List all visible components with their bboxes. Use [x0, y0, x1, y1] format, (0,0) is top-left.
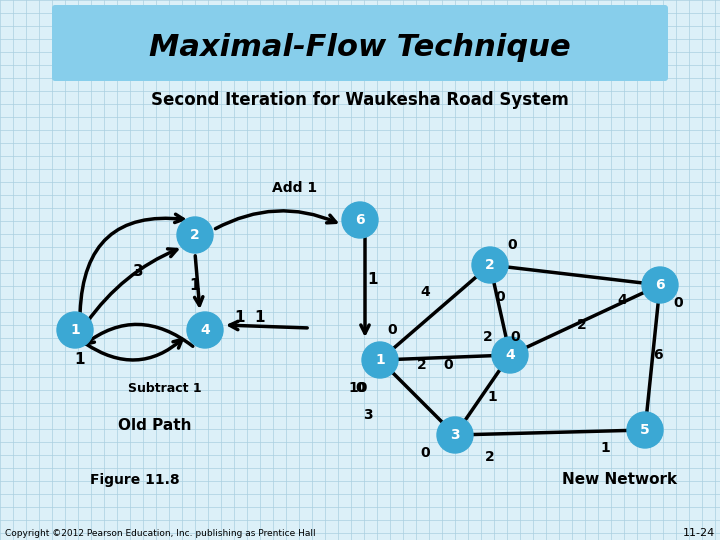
Text: 4: 4 [420, 285, 430, 299]
Text: 2: 2 [485, 258, 495, 272]
Text: 0: 0 [507, 238, 517, 252]
Text: 1: 1 [235, 310, 246, 326]
Text: Second Iteration for Waukesha Road System: Second Iteration for Waukesha Road Syste… [151, 91, 569, 109]
Text: 1: 1 [70, 323, 80, 337]
Text: 2: 2 [483, 330, 493, 344]
Text: 6: 6 [653, 348, 663, 362]
Text: 2: 2 [485, 450, 495, 464]
Text: Old Path: Old Path [118, 417, 192, 433]
Circle shape [492, 337, 528, 373]
Text: 0: 0 [444, 358, 453, 372]
Text: 11-24: 11-24 [683, 528, 715, 538]
Text: 1: 1 [190, 278, 200, 293]
Text: 0: 0 [420, 446, 430, 460]
Circle shape [342, 202, 378, 238]
Text: New Network: New Network [562, 472, 678, 488]
Text: 1: 1 [375, 353, 385, 367]
Text: 1: 1 [487, 390, 497, 404]
Text: 0: 0 [495, 290, 505, 304]
Text: 0: 0 [673, 296, 683, 310]
Circle shape [627, 412, 663, 448]
Text: 2: 2 [577, 318, 587, 332]
Text: 10: 10 [348, 381, 368, 395]
Text: 0: 0 [387, 323, 397, 337]
Text: 1: 1 [600, 441, 610, 455]
Text: 6: 6 [655, 278, 665, 292]
Text: 2: 2 [190, 228, 200, 242]
Text: 6: 6 [355, 213, 365, 227]
Circle shape [437, 417, 473, 453]
Circle shape [642, 267, 678, 303]
Text: Copyright ©2012 Pearson Education, Inc. publishing as Prentice Hall: Copyright ©2012 Pearson Education, Inc. … [5, 529, 315, 537]
Circle shape [362, 342, 398, 378]
Text: Add 1: Add 1 [272, 181, 318, 195]
Circle shape [177, 217, 213, 253]
Text: Maximal-Flow Technique: Maximal-Flow Technique [149, 32, 571, 62]
Text: 1: 1 [255, 310, 265, 326]
FancyBboxPatch shape [52, 5, 668, 81]
Text: 0: 0 [355, 381, 365, 395]
Text: 1: 1 [368, 273, 378, 287]
Text: 2: 2 [417, 358, 427, 372]
Circle shape [57, 312, 93, 348]
Text: 4: 4 [200, 323, 210, 337]
Circle shape [187, 312, 223, 348]
Text: 0: 0 [510, 330, 520, 344]
Text: 1: 1 [75, 353, 85, 368]
Circle shape [472, 247, 508, 283]
Text: 3: 3 [132, 265, 143, 280]
Text: Subtract 1: Subtract 1 [128, 381, 202, 395]
Text: 3: 3 [450, 428, 460, 442]
Text: Figure 11.8: Figure 11.8 [90, 473, 179, 487]
Text: 5: 5 [640, 423, 650, 437]
Text: 3: 3 [363, 408, 373, 422]
Text: 4: 4 [617, 293, 627, 307]
Text: 4: 4 [505, 348, 515, 362]
